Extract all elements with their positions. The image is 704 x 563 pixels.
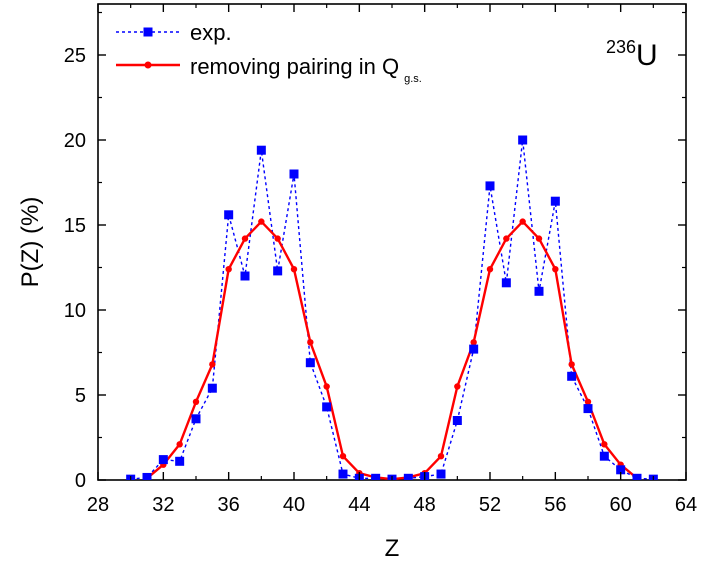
y-tick-label: 10 [64, 300, 86, 322]
series-removing-pairing-point [225, 266, 232, 273]
series-removing-pairing-point [290, 266, 298, 273]
legend: exp. removing pairing in Q g.s. [116, 20, 422, 85]
legend-entry-exp: exp. [116, 20, 232, 45]
series-removing-pairing-point [454, 383, 461, 390]
series-exp-point [175, 456, 185, 466]
series-removing-pairing-point [307, 339, 314, 346]
legend-removing-pairing-label: removing pairing in Q g.s. [190, 54, 422, 85]
legend-exp-label: exp. [190, 20, 232, 45]
series-exp-point [452, 416, 462, 425]
series-exp-point [534, 286, 544, 296]
series-removing-pairing-point [535, 235, 543, 242]
series-exp-point [142, 472, 152, 480]
nucleus-mass-number: 236 [606, 37, 636, 57]
x-tick-label: 56 [544, 494, 566, 516]
legend-removing-pairing-main: removing pairing in Q [190, 54, 399, 79]
series-exp-point [322, 402, 332, 412]
series-exp-point [158, 455, 168, 465]
series-exp-point [485, 181, 495, 191]
series-removing-pairing-point [470, 339, 477, 346]
series-removing-pairing-point [437, 453, 445, 460]
x-tick-label: 52 [479, 494, 501, 516]
x-tick-label: 36 [218, 494, 240, 516]
x-tick-label: 40 [283, 494, 305, 516]
series-exp-point [518, 135, 528, 145]
series-removing-pairing-point [601, 441, 608, 448]
series-removing-pairing-line [146, 219, 638, 480]
series-removing-pairing-point [241, 235, 249, 242]
series-exp-point [191, 414, 201, 424]
series-exp-point [289, 169, 299, 179]
series-exp-point [207, 383, 217, 393]
series-exp-point [616, 465, 626, 475]
series-exp-point [567, 371, 577, 381]
series-exp-point [632, 473, 642, 480]
series-exp-point [371, 473, 381, 480]
series-exp-point [501, 278, 511, 288]
x-tick-label: 32 [152, 494, 174, 516]
x-axis: 28 32 36 40 44 48 52 56 60 64 [87, 4, 697, 516]
series-exp-point [436, 469, 446, 479]
series-removing-pairing-point [519, 218, 526, 225]
legend-entry-removing-pairing: removing pairing in Q g.s. [116, 54, 422, 85]
y-tick-label: 15 [64, 215, 86, 237]
series-exp-point [403, 473, 413, 480]
series-exp-point [256, 145, 266, 155]
legend-exp-marker [143, 27, 153, 37]
x-tick-label: 28 [87, 494, 109, 516]
series-exp-point [583, 404, 593, 414]
series-exp-point [224, 210, 234, 220]
series-removing-pairing-point [274, 235, 281, 242]
nucleus-symbol: U [636, 39, 658, 72]
legend-removing-pairing-marker [144, 61, 152, 69]
series-removing-pairing-point [552, 266, 559, 273]
x-tick-label: 60 [610, 494, 632, 516]
nucleus-label: 236U [606, 37, 658, 72]
series-exp-point [599, 451, 609, 461]
series-removing-pairing-point [568, 361, 575, 368]
y-axis-label: P(Z) (%) [17, 197, 44, 288]
x-tick-label: 48 [414, 494, 436, 516]
series-removing-pairing-point [258, 218, 265, 225]
x-tick-label: 44 [348, 494, 370, 516]
y-tick-label: 20 [64, 130, 86, 152]
series-exp-point [240, 271, 250, 281]
y-tick-label: 0 [75, 470, 86, 492]
series-exp-point [550, 196, 560, 206]
y-tick-label: 5 [75, 385, 86, 407]
series-removing-pairing-point [486, 266, 494, 273]
series-removing-pairing-point [503, 235, 510, 242]
series-exp-point [338, 469, 348, 479]
y-axis: 0 5 10 15 20 25 [64, 11, 686, 492]
series-exp-point [305, 358, 315, 368]
series-exp-line [130, 139, 654, 480]
series-removing-pairing-point [209, 361, 216, 368]
series-removing-pairing-point [339, 453, 347, 460]
series-removing-pairing-point [192, 398, 200, 405]
series-removing-pairing-point [323, 383, 330, 390]
series-exp-point [273, 266, 283, 276]
series-layer [126, 135, 658, 480]
x-axis-label: Z [385, 535, 400, 562]
series-removing-pairing-point [584, 398, 592, 405]
series-removing-pairing-point [176, 441, 183, 448]
series-exp-point [469, 344, 479, 354]
x-tick-label: 64 [675, 494, 697, 516]
y-tick-label: 25 [64, 45, 86, 67]
legend-removing-pairing-subscript: g.s. [404, 73, 422, 85]
